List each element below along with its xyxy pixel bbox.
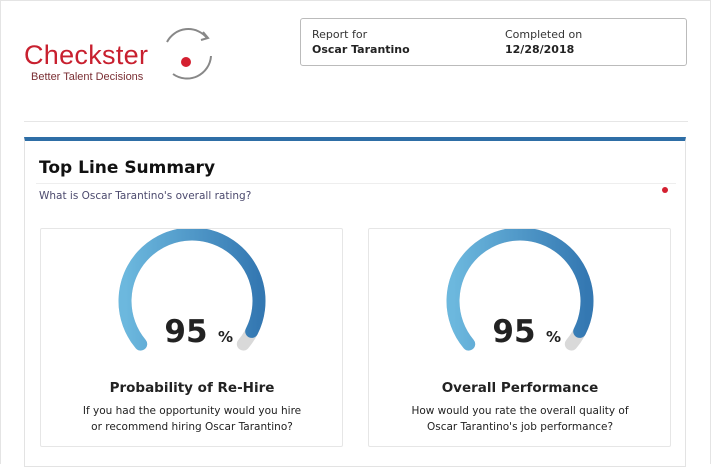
gauge-group: 95 % Probability of Re-Hire If you had the … <box>83 229 301 433</box>
completed-label: Completed on <box>505 28 583 41</box>
logo-tagline: Better Talent Decisions <box>31 71 144 83</box>
title-rule <box>36 183 676 184</box>
logo-name: Checkster <box>24 40 149 70</box>
gauge-group: 95 % Overall Performance How would you rate… <box>411 229 629 433</box>
gauge-description: If you had the opportunity would you hir… <box>83 405 301 417</box>
summary-question: What is Oscar Tarantino's overall rating… <box>39 190 252 202</box>
logo-icon <box>166 28 212 80</box>
gauge-title: Probability of Re-Hire <box>110 380 275 396</box>
gauge: 95 % Overall Performance How would you rate… <box>411 229 629 433</box>
report-for: Oscar Tarantino <box>312 43 410 56</box>
gauge-description: How would you rate the overall quality o… <box>411 405 628 417</box>
report-for-label: Report for <box>312 28 368 41</box>
gauge-title: Overall Performance <box>442 380 599 396</box>
gauge-description: Oscar Tarantino's job performance? <box>427 421 613 433</box>
gauge-unit: % <box>218 328 233 346</box>
gauge-value: 95 <box>492 314 535 350</box>
gauge-arc <box>446 229 594 351</box>
indicator-dot <box>662 187 668 193</box>
completed-date: 12/28/2018 <box>505 43 575 56</box>
gauge-panel: 95% Probability of Re-Hire If you had the … <box>40 228 343 447</box>
gauge-description: or recommend hiring Oscar Tarantino? <box>91 421 293 433</box>
separator <box>24 121 688 122</box>
gauge: 95 % Probability of Re-Hire If you had the … <box>83 229 301 433</box>
gauge-value: 95 <box>164 314 207 350</box>
gauge-arc <box>118 229 266 351</box>
gauge-unit: % <box>546 328 561 346</box>
report-box: Report for Oscar Tarantino Completed on … <box>300 18 687 66</box>
summary-title: Top Line Summary <box>39 158 216 178</box>
gauge-panel: 95% Overall Performance How would you rate… <box>368 228 671 447</box>
